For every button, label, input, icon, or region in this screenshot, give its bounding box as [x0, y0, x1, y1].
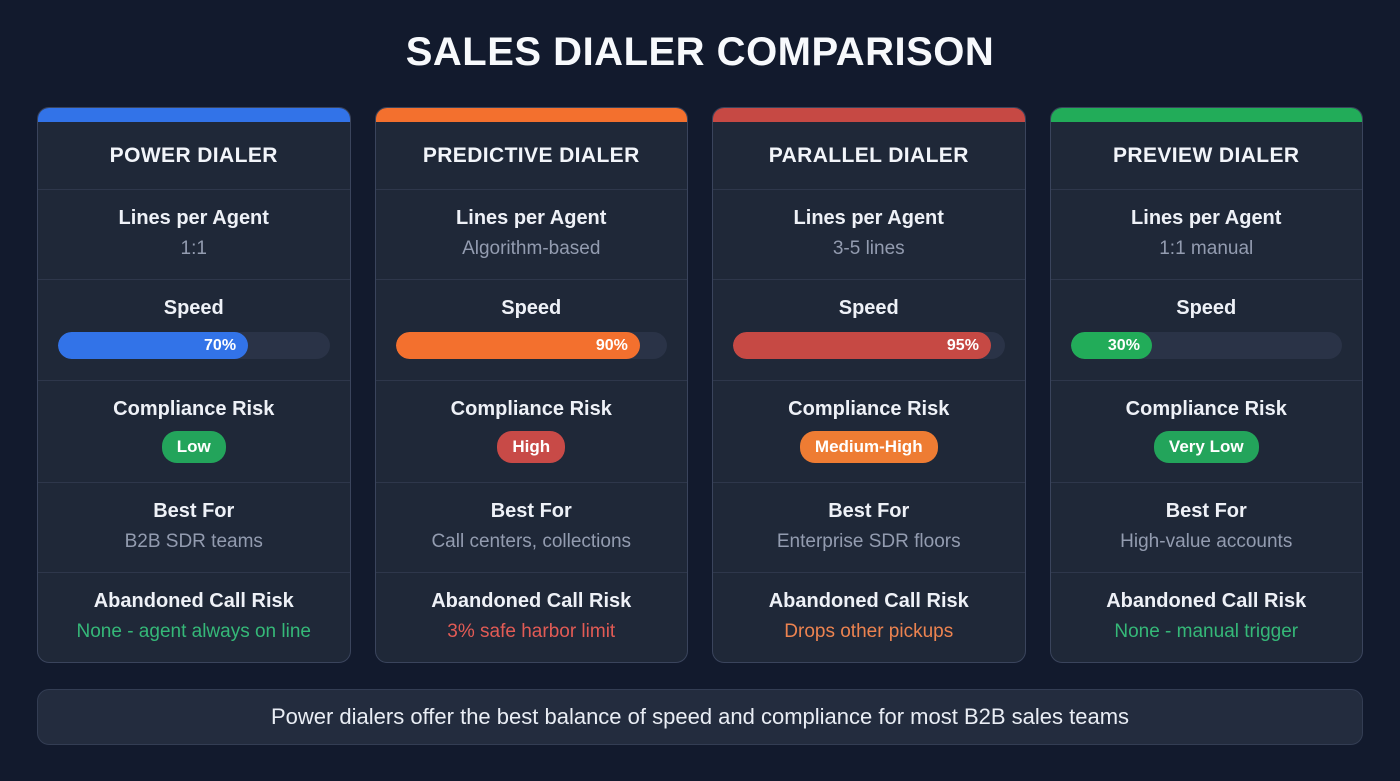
compliance-risk-row: Compliance Risk Very Low — [1050, 380, 1362, 482]
row-label: Speed — [163, 297, 224, 319]
row-label: Speed — [1176, 297, 1237, 319]
speed-percent-label: 30% — [1107, 336, 1140, 354]
speed-percent-label: 95% — [946, 336, 979, 354]
speed-bar-fill: 95% — [733, 332, 991, 359]
best-for-row: Best For High-value accounts — [1050, 482, 1362, 572]
speed-bar-track: 95% — [733, 332, 1005, 359]
speed-percent-label: 70% — [204, 336, 237, 354]
abandoned-risk-value: None - agent always on line — [76, 621, 311, 642]
abandoned-risk-value: None - manual trigger — [1114, 621, 1299, 642]
card-title: POWER DIALER — [38, 122, 350, 190]
speed-row: Speed 95% — [713, 279, 1025, 380]
row-value: B2B SDR teams — [124, 531, 263, 552]
abandoned-call-risk-row: Abandoned Call Risk 3% safe harbor limit — [375, 572, 687, 662]
row-label: Best For — [490, 500, 572, 522]
best-for-row: Best For B2B SDR teams — [38, 482, 350, 572]
row-value: Enterprise SDR floors — [776, 531, 961, 552]
page-title: SALES DIALER COMPARISON — [405, 30, 995, 74]
parallel-dialer-card: PARALLEL DIALER Lines per Agent 3-5 line… — [712, 107, 1026, 663]
compliance-badge: Low — [161, 431, 226, 463]
row-label: Abandoned Call Risk — [93, 590, 294, 612]
abandoned-risk-value: 3% safe harbor limit — [447, 621, 616, 642]
row-value: High-value accounts — [1120, 531, 1293, 552]
row-value: Call centers, collections — [431, 531, 632, 552]
speed-row: Speed 30% — [1050, 279, 1362, 380]
speed-bar-track: 30% — [1070, 332, 1342, 359]
card-title: PREDICTIVE DIALER — [375, 122, 687, 190]
lines-per-agent-row: Lines per Agent 1:1 manual — [1051, 190, 1363, 279]
speed-bar-track: 90% — [395, 332, 667, 359]
row-label: Abandoned Call Risk — [768, 590, 969, 612]
lines-per-agent-row: Lines per Agent 3-5 lines — [713, 190, 1025, 279]
speed-bar-fill: 30% — [1070, 332, 1152, 359]
row-label: Speed — [838, 297, 899, 319]
card-accent-bar — [38, 108, 350, 122]
compliance-risk-row: Compliance Risk Medium-High — [713, 380, 1025, 482]
predictive-dialer-card: PREDICTIVE DIALER Lines per Agent Algori… — [374, 107, 688, 663]
abandoned-call-risk-row: Abandoned Call Risk None - manual trigge… — [1050, 572, 1362, 662]
compliance-risk-row: Compliance Risk High — [375, 380, 687, 482]
comparison-cards: POWER DIALER Lines per Agent 1:1 Speed 7… — [37, 107, 1363, 663]
row-label: Compliance Risk — [788, 398, 950, 420]
compliance-badge: Medium-High — [799, 431, 938, 463]
card-accent-bar — [1050, 108, 1362, 122]
speed-row: Speed 70% — [38, 279, 350, 380]
card-title: PREVIEW DIALER — [1050, 122, 1362, 190]
best-for-row: Best For Call centers, collections — [375, 482, 687, 572]
row-value: 1:1 manual — [1159, 238, 1254, 259]
lines-per-agent-row: Lines per Agent 1:1 — [38, 190, 350, 279]
abandoned-call-risk-row: Abandoned Call Risk Drops other pickups — [713, 572, 1025, 662]
lines-per-agent-row: Lines per Agent Algorithm-based — [376, 190, 688, 279]
speed-percent-label: 90% — [595, 336, 628, 354]
preview-dialer-card: PREVIEW DIALER Lines per Agent 1:1 manua… — [1049, 107, 1363, 663]
speed-bar-fill: 90% — [395, 332, 640, 359]
card-accent-bar — [713, 108, 1025, 122]
row-label: Lines per Agent — [1131, 207, 1282, 229]
row-label: Compliance Risk — [113, 398, 275, 420]
row-label: Speed — [501, 297, 562, 319]
card-title: PARALLEL DIALER — [713, 122, 1025, 190]
row-label: Abandoned Call Risk — [1106, 590, 1307, 612]
speed-row: Speed 90% — [375, 279, 687, 380]
compliance-badge: Very Low — [1153, 431, 1259, 463]
row-label: Lines per Agent — [118, 207, 269, 229]
row-label: Compliance Risk — [1125, 398, 1287, 420]
row-value: Algorithm-based — [462, 238, 601, 259]
row-label: Best For — [828, 500, 910, 522]
compliance-badge: High — [497, 431, 566, 463]
best-for-row: Best For Enterprise SDR floors — [713, 482, 1025, 572]
row-label: Best For — [1165, 500, 1247, 522]
speed-bar-track: 70% — [58, 332, 330, 359]
abandoned-risk-value: Drops other pickups — [784, 621, 954, 642]
summary-banner: Power dialers offer the best balance of … — [37, 689, 1363, 745]
row-label: Compliance Risk — [450, 398, 612, 420]
row-label: Best For — [153, 500, 235, 522]
row-value: 1:1 — [180, 238, 207, 259]
abandoned-call-risk-row: Abandoned Call Risk None - agent always … — [38, 572, 350, 662]
compliance-risk-row: Compliance Risk Low — [38, 380, 350, 482]
power-dialer-card: POWER DIALER Lines per Agent 1:1 Speed 7… — [37, 107, 351, 663]
row-label: Abandoned Call Risk — [431, 590, 632, 612]
row-value: 3-5 lines — [832, 238, 905, 259]
row-label: Lines per Agent — [456, 207, 607, 229]
row-label: Lines per Agent — [793, 207, 944, 229]
card-accent-bar — [375, 108, 687, 122]
speed-bar-fill: 70% — [58, 332, 249, 359]
